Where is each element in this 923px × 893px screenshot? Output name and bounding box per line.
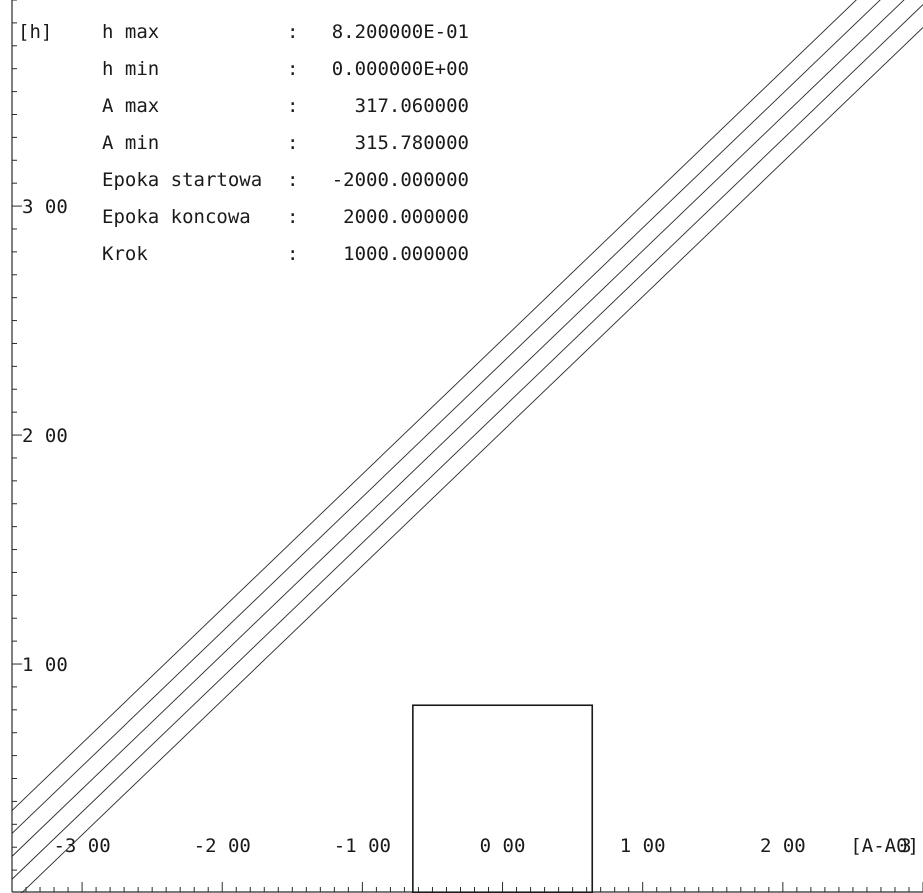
x-tick-label: 2 00 (760, 835, 806, 857)
series-line-2 (11, 0, 881, 834)
x-tick-label: 1 00 (620, 835, 666, 857)
y-tick-label: 3 00 (22, 196, 68, 218)
series-line-4 (11, 4, 923, 880)
y-tick-label: 1 00 (22, 654, 68, 676)
info-row-value: 315.780000 (355, 132, 469, 154)
info-row-label: h min (102, 58, 159, 80)
series-lines (11, 0, 923, 893)
info-row-label: A max (102, 95, 159, 117)
y-tick-label: 2 00 (22, 425, 68, 447)
info-row-label: Krok (102, 243, 148, 265)
info-row-label: Epoka startowa (102, 169, 262, 191)
x-tick-label: 3 00 (900, 835, 923, 857)
x-tick-label: 0 00 (480, 835, 526, 857)
info-row-separator: : (287, 132, 298, 154)
y-unit-label: [h] (18, 21, 52, 43)
info-row-value: 1000.000000 (343, 243, 469, 265)
info-row-separator: : (287, 169, 298, 191)
tick-labels: -3 00-2 00-1 000 001 002 003 00[A-A0]1 0… (22, 196, 923, 857)
info-row-value: 2000.000000 (343, 206, 469, 228)
series-line-3 (11, 0, 905, 857)
info-row-value: 0.000000E+00 (332, 58, 469, 80)
info-row-label: h max (102, 21, 159, 43)
h-range-rectangle (412, 704, 594, 893)
info-row-separator: : (287, 58, 298, 80)
x-tick-label: -2 00 (194, 835, 251, 857)
series-line-5 (20, 27, 923, 893)
info-row-separator: : (287, 95, 298, 117)
x-axis-label: [A-A0] (850, 835, 919, 857)
series-line-1 (11, 0, 857, 811)
info-row-value: 8.200000E-01 (332, 21, 469, 43)
info-row-separator: : (287, 243, 298, 265)
info-row-separator: : (287, 21, 298, 43)
info-row-separator: : (287, 206, 298, 228)
h-range-box (412, 704, 594, 893)
info-panel: [h] h max: 8.200000E-01 h min: 0.000000E+00 A… (18, 21, 469, 265)
info-row-label: Epoka koncowa (102, 206, 251, 228)
info-row-value: -2000.000000 (332, 169, 469, 191)
x-tick-label: -1 00 (334, 835, 391, 857)
x-tick-label: -3 00 (53, 835, 110, 857)
info-row-label: A min (102, 132, 159, 154)
axes (11, 0, 923, 893)
info-row-value: 317.060000 (355, 95, 469, 117)
